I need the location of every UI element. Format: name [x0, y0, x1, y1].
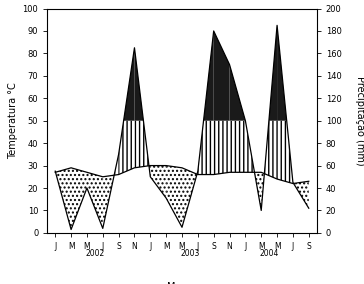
Y-axis label: Temperatura °C: Temperatura °C	[8, 82, 18, 159]
X-axis label: Meses: Meses	[167, 282, 197, 284]
Text: 2002: 2002	[85, 248, 104, 258]
Text: 2003: 2003	[180, 248, 199, 258]
Y-axis label: Precipitação (mm): Precipitação (mm)	[356, 76, 364, 166]
Text: 2004: 2004	[260, 248, 279, 258]
